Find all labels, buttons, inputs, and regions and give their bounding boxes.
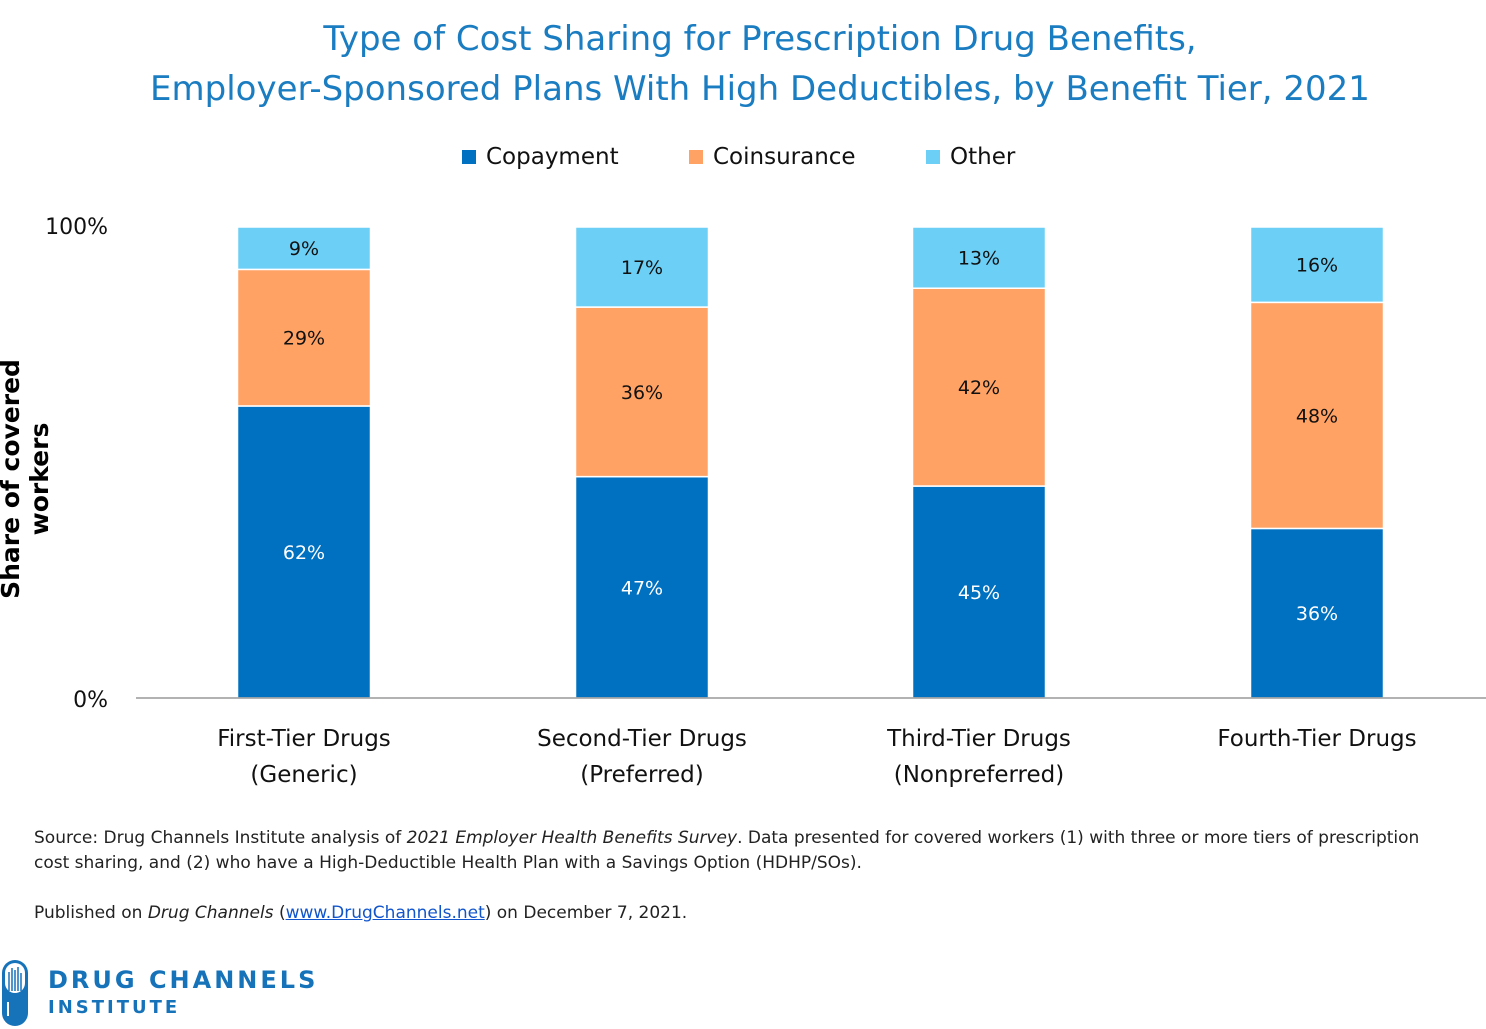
legend-label: Other	[950, 144, 1016, 170]
source-note: Source: Drug Channels Institute analysis…	[34, 826, 1454, 876]
x-tick-label: (Nonpreferred)	[894, 762, 1065, 788]
data-label: 36%	[1296, 603, 1338, 625]
legend-item-copayment: Copayment	[462, 144, 619, 170]
bar-coinsurance	[911, 287, 1047, 487]
legend-swatch-other	[926, 150, 940, 164]
legend-item-other: Other	[926, 144, 1015, 170]
legend-label: Coinsurance	[713, 144, 856, 170]
source-survey-name: 2021 Employer Health Benefits Survey	[406, 828, 738, 848]
bar-other	[1249, 226, 1385, 304]
published-open: (	[273, 903, 286, 923]
notes: Source: Drug Channels Institute analysis…	[34, 826, 1454, 926]
source-suffix: . Data presented for covered workers (1)…	[34, 828, 1420, 873]
y-tick-label: 0%	[73, 688, 108, 713]
published-suffix: ) on December 7, 2021.	[484, 903, 688, 923]
data-label: 45%	[958, 582, 1000, 604]
drug-channels-logo: DRUG CHANNELS INSTITUTE	[0, 958, 318, 1028]
title-line-2: Employer-Sponsored Plans With High Deduc…	[150, 69, 1370, 109]
title-line-1: Type of Cost Sharing for Prescription Dr…	[323, 19, 1197, 59]
x-tick-label: Fourth-Tier Drugs	[1217, 726, 1416, 752]
source-prefix: Source: Drug Channels Institute analysis…	[34, 828, 407, 848]
data-label: 42%	[958, 377, 1000, 399]
bar-coinsurance	[574, 306, 710, 478]
bar-other	[236, 226, 372, 271]
bar-copayment	[236, 405, 372, 699]
chart-title: Type of Cost Sharing for Prescription Dr…	[0, 14, 1486, 114]
legend-swatch-coinsurance	[689, 150, 703, 164]
published-italic: Drug Channels	[147, 903, 274, 923]
bar-copayment	[911, 485, 1047, 699]
data-label: 36%	[621, 382, 663, 404]
data-label: 17%	[621, 257, 663, 279]
x-tick-label: (Generic)	[250, 762, 357, 788]
published-note: Published on Drug Channels (www.DrugChan…	[34, 901, 1454, 926]
x-tick-label: Second-Tier Drugs	[537, 726, 747, 752]
legend-label: Copayment	[486, 144, 619, 170]
chart-plot: 62% 29% 9% First-Tier Drugs (Generic) 47% 36% 1…	[45, 215, 1486, 788]
legend-swatch-copayment	[462, 150, 476, 164]
bar-coinsurance	[1249, 301, 1385, 530]
bar-copayment	[574, 475, 710, 699]
data-label: 47%	[621, 577, 663, 599]
legend: Copayment Coinsurance Other	[0, 144, 1486, 178]
drugchannels-link[interactable]: www.DrugChannels.net	[285, 903, 485, 923]
pill-icon	[2, 960, 28, 1026]
bar-copayment	[1249, 527, 1385, 699]
logo-line-2: INSTITUTE	[48, 997, 181, 1018]
legend-item-coinsurance: Coinsurance	[689, 144, 856, 170]
data-label: 62%	[283, 542, 325, 564]
data-label: 29%	[283, 328, 325, 350]
bar-other	[911, 226, 1047, 289]
y-tick-label: 100%	[45, 215, 108, 240]
published-prefix: Published on	[34, 903, 148, 923]
data-label: 16%	[1296, 255, 1338, 277]
x-tick-label: Third-Tier Drugs	[886, 726, 1071, 752]
data-label: 48%	[1296, 405, 1338, 427]
x-tick-label: (Preferred)	[580, 762, 704, 788]
data-label: 13%	[958, 248, 1000, 270]
logo-line-1: DRUG CHANNELS	[48, 966, 319, 994]
bar-other	[574, 226, 710, 308]
x-tick-label: First-Tier Drugs	[217, 726, 391, 752]
bar-coinsurance	[236, 268, 372, 407]
data-label: 9%	[289, 238, 319, 260]
